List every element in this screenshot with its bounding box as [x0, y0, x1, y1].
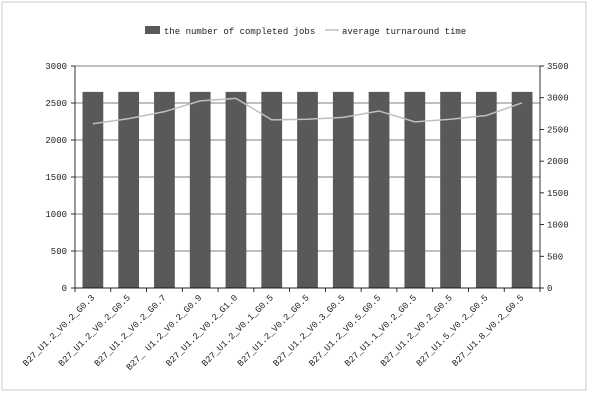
right-tick-label: 0: [547, 284, 552, 294]
bar: [297, 91, 318, 289]
right-tick-label: 2000: [547, 157, 569, 167]
left-tick-label: 1500: [45, 173, 67, 183]
right-tick-label: 1000: [547, 221, 569, 231]
legend-bar-swatch: [145, 26, 160, 34]
bar: [511, 91, 533, 289]
bar: [261, 91, 283, 289]
legend-bar-label: the number of completed jobs: [164, 27, 315, 37]
bar: [118, 91, 140, 289]
bar: [82, 91, 104, 289]
bar: [225, 91, 247, 289]
bar: [440, 91, 461, 289]
right-tick-label: 3000: [547, 94, 569, 104]
left-tick-label: 3000: [45, 62, 67, 72]
left-tick-label: 2000: [45, 136, 67, 146]
right-axis-ticks: 0 500 1000 1500 2000 2500 3000 3500: [540, 62, 569, 294]
bar-series: [82, 91, 533, 289]
line-series: [92, 97, 523, 125]
left-tick-label: 500: [51, 247, 67, 257]
bar: [154, 91, 175, 289]
bar: [368, 91, 390, 289]
left-tick-label: 2500: [45, 99, 67, 109]
left-axis-ticks: 0 500 1000 1500 2000 2500 3000: [45, 62, 75, 294]
bar: [332, 91, 354, 289]
bar: [475, 91, 497, 289]
legend: the number of completed jobs average tur…: [145, 26, 466, 37]
left-tick-label: 0: [62, 284, 67, 294]
right-tick-label: 500: [547, 252, 563, 262]
left-tick-label: 1000: [45, 210, 67, 220]
right-tick-label: 1500: [547, 189, 569, 199]
bar: [404, 91, 426, 289]
bar: [189, 91, 211, 289]
right-tick-label: 3500: [547, 62, 569, 72]
legend-line-label: average turnaround time: [342, 27, 466, 37]
right-tick-label: 2500: [547, 125, 569, 135]
